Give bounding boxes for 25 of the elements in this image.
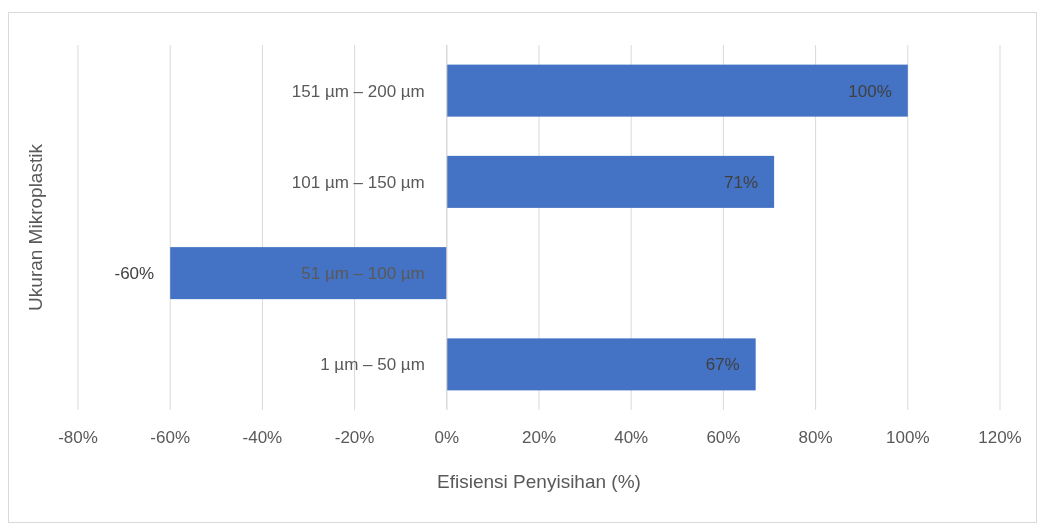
y-tick-label: 151 µm – 200 µm [291, 81, 425, 101]
x-tick-label: 60% [706, 428, 741, 447]
data-label: 100% [848, 81, 892, 101]
y-tick-label: 51 µm – 100 µm [301, 264, 425, 284]
x-tick-label: 20% [521, 428, 557, 447]
x-tick-label: 40% [614, 428, 649, 447]
bar [170, 247, 447, 300]
data-label: 67% [705, 355, 740, 375]
x-tick-label: 80% [798, 428, 833, 447]
y-tick-label: 1 µm – 50 µm [320, 355, 425, 375]
x-axis-title: Efisiensi Penyisihan (%) [437, 471, 641, 492]
y-tick-label: 101 µm – 150 µm [291, 172, 425, 192]
bar [446, 338, 756, 391]
x-tick-label: 100% [886, 428, 930, 447]
x-tick-label: -60% [150, 428, 191, 447]
data-label: -60% [114, 264, 155, 284]
x-tick-label: -20% [334, 428, 375, 447]
data-label: 71% [724, 172, 759, 192]
y-axis-title: Ukuran Mikroplastik [25, 143, 46, 311]
x-tick-label: 0% [434, 428, 460, 447]
bar [446, 155, 775, 208]
bar [446, 64, 908, 117]
x-tick-label: -80% [58, 428, 98, 447]
x-tick-label: -40% [242, 428, 283, 447]
x-tick-label: 120% [978, 428, 1022, 447]
